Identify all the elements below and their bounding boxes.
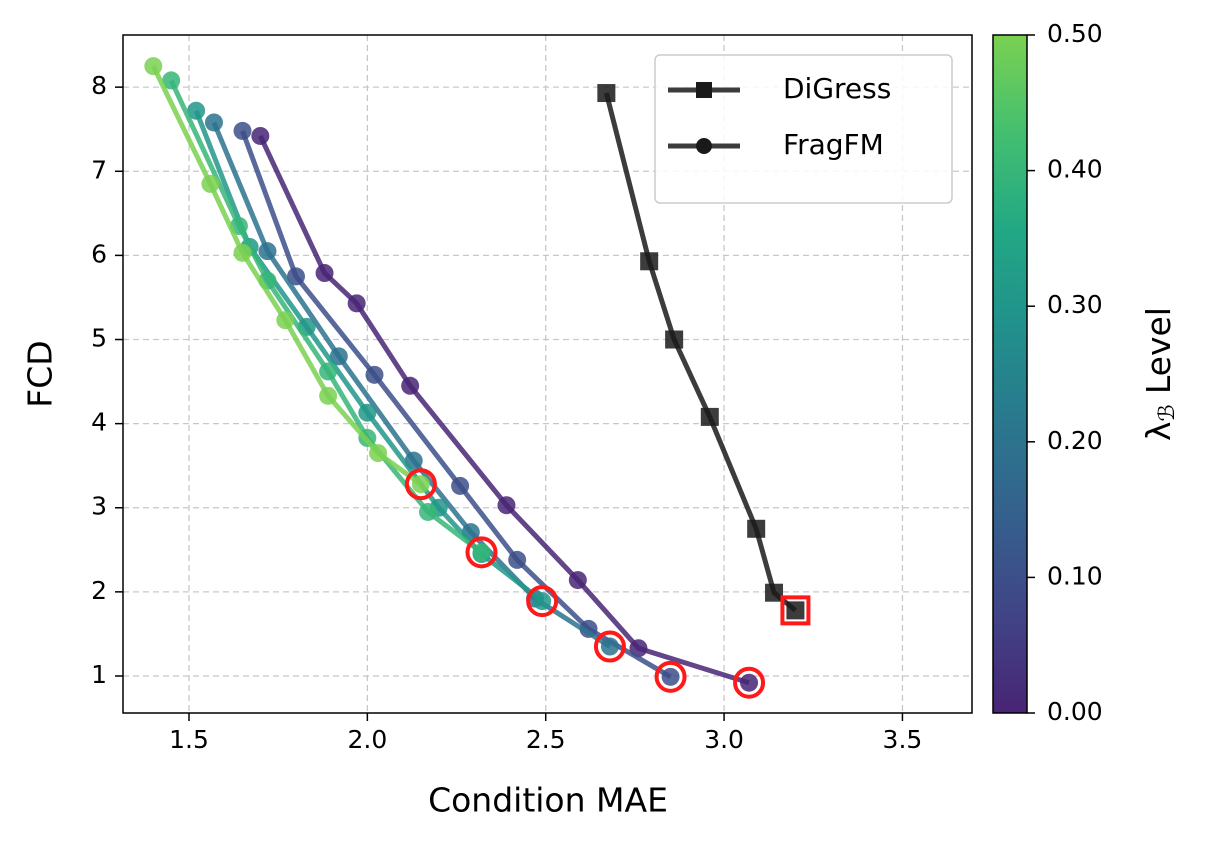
marker: [401, 376, 420, 395]
x-tick-label: 2.5: [526, 725, 566, 754]
colorbar-tick-label: 0.30: [1047, 290, 1103, 319]
x-tick-label: 3.5: [883, 725, 923, 754]
marker: [365, 365, 384, 384]
marker: [451, 476, 470, 495]
highlight-marker: [404, 468, 437, 501]
marker: [418, 502, 437, 521]
colorbar: [992, 34, 1028, 714]
colorbar-tick-label: 0.00: [1047, 697, 1103, 726]
y-tick-label: 3: [91, 492, 107, 521]
highlight-marker: [593, 630, 626, 663]
colorbar-tick-label: 0.20: [1047, 426, 1103, 455]
marker: [640, 252, 659, 271]
marker: [568, 571, 587, 590]
colorbar-tick-label: 0.10: [1047, 561, 1103, 590]
y-tick-label: 2: [91, 576, 107, 605]
y-tick-label: 7: [91, 155, 107, 184]
marker: [765, 583, 784, 602]
marker: [162, 71, 181, 90]
highlight-marker: [654, 660, 687, 693]
y-tick-label: 8: [91, 71, 107, 100]
marker: [661, 667, 680, 686]
marker: [201, 174, 220, 193]
marker: [472, 543, 491, 562]
marker: [204, 113, 223, 132]
marker: [233, 121, 252, 140]
marker: [700, 407, 719, 426]
marker: [144, 57, 163, 76]
colorbar-tick-label: 0.50: [1047, 19, 1103, 48]
marker: [276, 311, 295, 330]
y-tick-label: 6: [91, 239, 107, 268]
marker: [315, 264, 334, 283]
series-line: [240, 130, 672, 679]
x-tick-label: 3.0: [704, 725, 744, 754]
y-tick-label: 4: [91, 408, 107, 437]
marker: [411, 475, 430, 494]
y-axis-label: FCD: [21, 340, 60, 407]
marker: [187, 101, 206, 120]
y-tick-label: 5: [91, 324, 107, 353]
series-line: [258, 134, 750, 686]
x-tick-label: 2.0: [347, 725, 387, 754]
marker: [358, 403, 377, 422]
highlight-marker: [526, 585, 559, 618]
highlight-marker: [780, 595, 811, 626]
legend-label: FragFM: [783, 128, 884, 161]
x-tick-label: 1.5: [169, 725, 209, 754]
colorbar-label: λℬ Level: [1139, 307, 1181, 441]
x-axis-label: Condition MAE: [428, 781, 668, 820]
colorbar-tick-label: 0.40: [1047, 155, 1103, 184]
marker: [319, 362, 338, 381]
marker: [533, 592, 552, 611]
colorbar-subscript: ℬ: [1155, 404, 1180, 421]
y-tick-label: 1: [91, 660, 107, 689]
marker: [369, 444, 388, 463]
marker: [287, 267, 306, 286]
legend-label: DiGress: [783, 72, 891, 105]
marker: [233, 243, 252, 262]
colorbar-symbol: λ: [1139, 421, 1178, 441]
legend: DiGress FragFM: [654, 54, 953, 204]
marker: [600, 637, 619, 656]
plot-frame: [122, 34, 973, 714]
marker: [665, 330, 684, 349]
marker: [258, 242, 277, 261]
marker: [251, 126, 270, 145]
marker: [508, 550, 527, 569]
marker: [740, 673, 759, 692]
highlight-marker: [465, 536, 498, 569]
colorbar-text: Level: [1139, 307, 1178, 394]
legend-marker: [696, 82, 712, 98]
marker: [347, 294, 366, 313]
marker: [329, 347, 348, 366]
marker: [319, 386, 338, 405]
marker: [747, 519, 766, 538]
highlight-marker: [733, 666, 766, 699]
marker: [786, 601, 805, 620]
legend-marker: [696, 138, 712, 154]
marker: [497, 496, 516, 515]
marker: [597, 84, 616, 103]
